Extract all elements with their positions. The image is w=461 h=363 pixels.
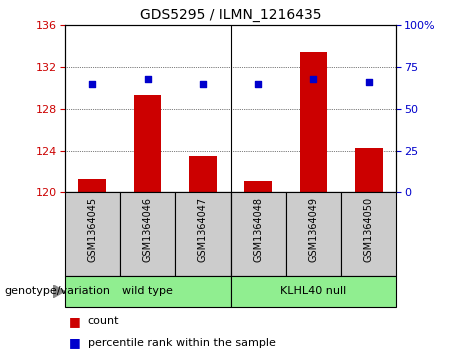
- Text: wild type: wild type: [122, 286, 173, 296]
- Bar: [230, 276, 396, 307]
- Text: GSM1364046: GSM1364046: [142, 197, 153, 262]
- Point: [310, 76, 317, 82]
- Text: genotype/variation: genotype/variation: [5, 286, 111, 296]
- Polygon shape: [53, 285, 65, 298]
- Bar: [286, 192, 341, 276]
- Point: [254, 81, 262, 87]
- Bar: [244, 181, 272, 192]
- Title: GDS5295 / ILMN_1216435: GDS5295 / ILMN_1216435: [140, 8, 321, 22]
- Bar: [120, 192, 175, 276]
- Point: [89, 81, 96, 87]
- Bar: [134, 95, 161, 192]
- Text: GSM1364049: GSM1364049: [308, 197, 319, 262]
- Bar: [341, 192, 396, 276]
- Point: [365, 79, 372, 85]
- Bar: [230, 192, 286, 276]
- Bar: [65, 192, 120, 276]
- Point: [144, 76, 151, 82]
- Text: ■: ■: [69, 315, 81, 328]
- Text: KLHL40 null: KLHL40 null: [280, 286, 347, 296]
- Point: [199, 81, 207, 87]
- Bar: [300, 52, 327, 192]
- Text: GSM1364047: GSM1364047: [198, 197, 208, 262]
- Text: GSM1364050: GSM1364050: [364, 197, 374, 262]
- Text: count: count: [88, 316, 119, 326]
- Bar: [355, 147, 383, 192]
- Text: percentile rank within the sample: percentile rank within the sample: [88, 338, 276, 348]
- Text: GSM1364048: GSM1364048: [253, 197, 263, 262]
- Bar: [175, 192, 230, 276]
- Text: GSM1364045: GSM1364045: [87, 197, 97, 262]
- Bar: [189, 156, 217, 192]
- Bar: [65, 276, 230, 307]
- Text: ■: ■: [69, 337, 81, 350]
- Bar: [78, 179, 106, 192]
